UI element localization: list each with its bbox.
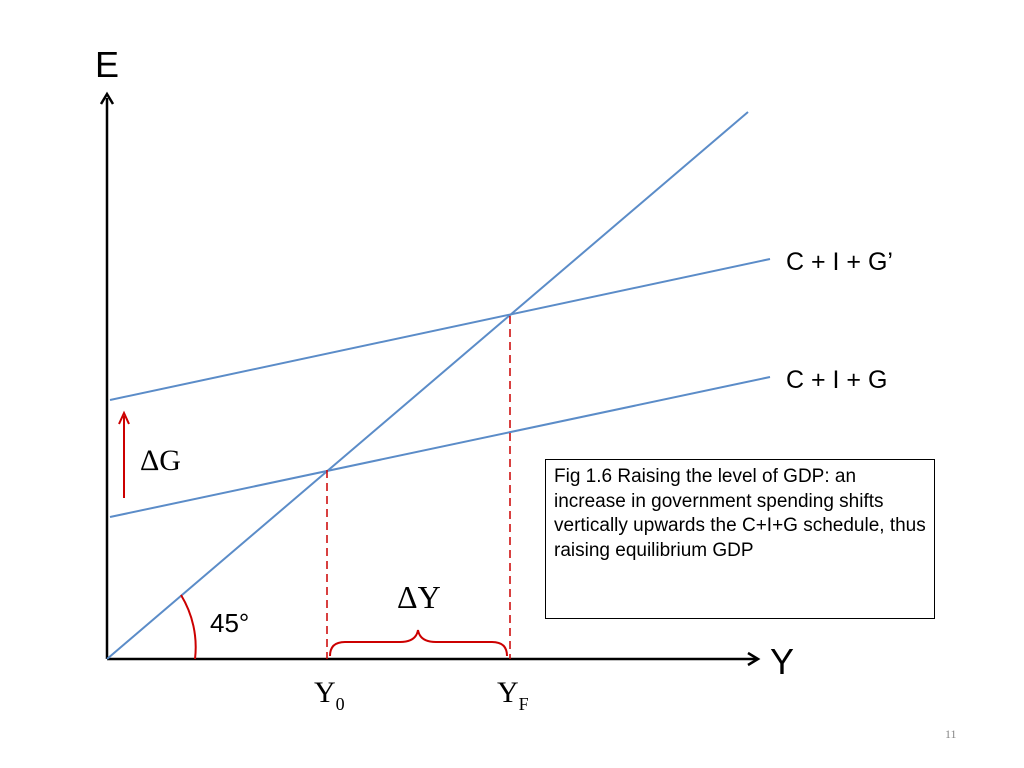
y0-subscript: 0: [336, 694, 345, 714]
axis-x-label: Y: [770, 641, 794, 682]
c-i-g-prime-line: [109, 258, 771, 401]
yf-main: Y: [497, 676, 519, 709]
y0-label: Y0: [314, 676, 345, 714]
figure-caption: Fig 1.6 Raising the level of GDP: an inc…: [545, 459, 935, 619]
yf-label: YF: [497, 676, 529, 714]
slide-number: 11: [945, 727, 957, 741]
45-degree-line: [106, 111, 749, 660]
c-i-g-line: [109, 376, 771, 518]
delta-y-brace: [329, 629, 508, 657]
delta-y-label: ΔY: [397, 579, 441, 615]
delta-g-arrowhead: [118, 410, 130, 425]
axis-y-label: E: [95, 44, 119, 85]
curve-new-label: C + I + G’: [786, 248, 893, 276]
x-axis-arrowhead: [747, 651, 761, 667]
yf-subscript: F: [519, 694, 529, 714]
angle-label: 45°: [210, 608, 249, 638]
y-axis-arrowhead: [99, 91, 115, 105]
delta-g-label: ΔG: [140, 444, 181, 477]
y0-main: Y: [314, 676, 336, 709]
curve-old-label: C + I + G: [786, 366, 887, 394]
angle-arc: [180, 594, 197, 660]
